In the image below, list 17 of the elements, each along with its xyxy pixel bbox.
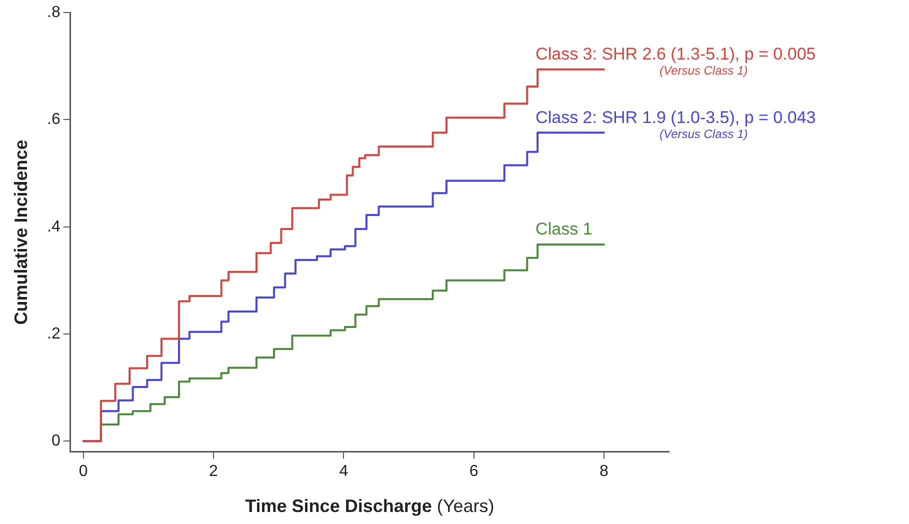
y-tick-label: .2 <box>47 325 60 342</box>
x-tick-label: 8 <box>599 462 608 480</box>
x-tick-label: 0 <box>78 462 88 480</box>
annotation: (Versus Class 1) <box>660 64 748 78</box>
y-tick-label: .8 <box>47 4 60 22</box>
y-tick-label: .4 <box>47 218 60 236</box>
series-label: Class 2: SHR 1.9 (1.0-3.5), p = 0.043 <box>536 108 816 127</box>
annotation: (Versus Class 1) <box>660 126 748 141</box>
x-tick-label: 2 <box>209 462 218 480</box>
x-axis-title: Time Since Discharge (Years) <box>245 496 494 516</box>
x-tick-label: 6 <box>469 462 478 480</box>
y-axis-title: Cumulative Incidence <box>10 140 31 325</box>
y-tick-label: .6 <box>47 111 60 128</box>
series-label: Class 3: SHR 2.6 (1.3-5.1), p = 0.005 <box>536 44 816 64</box>
x-tick-label: 4 <box>339 462 348 480</box>
series-label: Class 1 <box>536 220 592 239</box>
y-tick-label: 0 <box>51 432 60 450</box>
